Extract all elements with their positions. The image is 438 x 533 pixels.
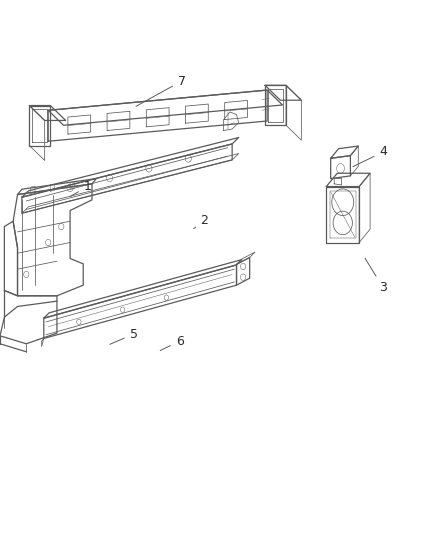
Text: 5: 5 [110, 328, 138, 344]
Text: 6: 6 [160, 335, 184, 351]
Text: 3: 3 [365, 258, 387, 294]
Text: 1: 1 [71, 180, 92, 196]
Text: 4: 4 [353, 146, 387, 167]
Text: 2: 2 [194, 214, 208, 229]
Text: 7: 7 [136, 75, 186, 106]
